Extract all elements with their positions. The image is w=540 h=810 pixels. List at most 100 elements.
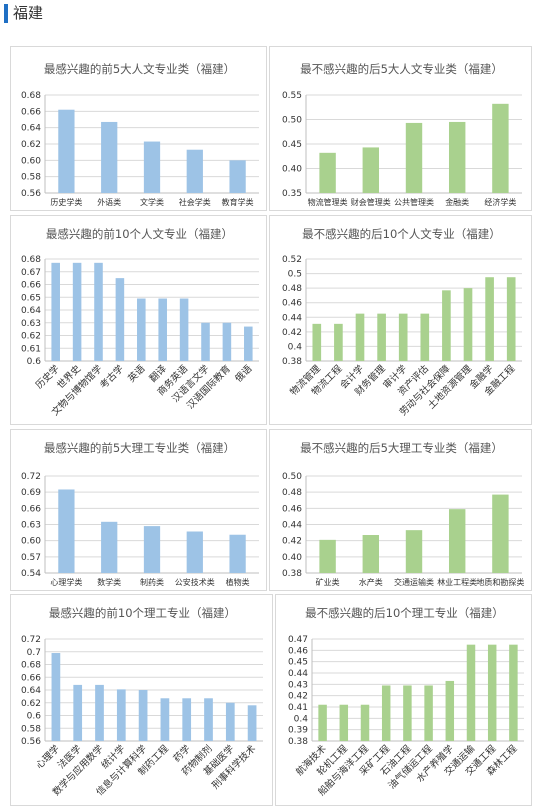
- bar: [362, 147, 380, 193]
- y-tick-label: 0.4: [294, 714, 309, 724]
- bar: [244, 326, 253, 361]
- y-tick-label: 0.68: [21, 255, 41, 265]
- bar: [116, 689, 126, 741]
- y-tick-label: 0.56: [21, 189, 41, 199]
- bar: [319, 152, 336, 193]
- y-tick-label: 0.38: [288, 737, 308, 747]
- bar: [377, 313, 386, 361]
- bar: [463, 288, 473, 361]
- y-tick-label: 0.40: [282, 553, 302, 563]
- y-tick-label: 0.64: [21, 686, 41, 696]
- bar: [204, 698, 213, 741]
- bar: [201, 322, 210, 361]
- bar: [405, 530, 423, 573]
- y-tick-label: 0.45: [288, 658, 308, 668]
- x-tick-label: 外语类: [97, 197, 121, 207]
- chart-panel-2: 最不感兴趣的后5大人文专业类（福建） 0.35 0.40 0.45 0.50 0.55 物流…: [269, 46, 532, 211]
- chart-panel-5: 最感兴趣的前5大理工专业类（福建） 0.54 0.57 0.60 0.63 0.66 0.6…: [10, 429, 267, 591]
- x-tick-label: 俄语: [232, 362, 254, 384]
- y-tick-label: 0.60: [21, 156, 41, 166]
- bar: [179, 298, 189, 361]
- bar: [143, 526, 161, 573]
- bar: [182, 698, 192, 741]
- y-tick-label: 0.62: [21, 332, 41, 342]
- y-tick-label: 0.72: [21, 472, 41, 482]
- chart-title: 最感兴趣的前5大理工专业类（福建）: [44, 441, 235, 455]
- y-tick-label: 0.39: [288, 726, 308, 736]
- x-tick-label: 物流管理类: [308, 197, 348, 207]
- chart-title: 最感兴趣的前5大人文专业类（福建）: [44, 62, 235, 76]
- y-tick-label: 0.48: [282, 488, 302, 498]
- chart-title: 最感兴趣的前10个理工专业（福建）: [49, 606, 236, 620]
- y-tick-label: 0.50: [282, 116, 302, 126]
- y-tick-label: 0.69: [21, 488, 41, 498]
- chart-svg-8: 最不感兴趣的后10个理工专业（福建） 0.380.39 0.40.410.42 0.4…: [288, 606, 524, 798]
- bar: [355, 313, 365, 361]
- chart-svg-3: 最感兴趣的前10个人文专业（福建） 0.6 0.61 0.62 0.63 0.64 0.65…: [21, 227, 259, 418]
- bar: [319, 539, 336, 573]
- x-tick-label: 社会学类: [179, 197, 211, 207]
- bar: [115, 278, 125, 361]
- bar: [229, 534, 246, 573]
- chart-title: 最不感兴趣的后5大理工专业类（福建）: [300, 441, 503, 455]
- y-tick-label: 0.42: [282, 328, 302, 338]
- bar: [186, 531, 203, 573]
- y-tick-label: 0.58: [21, 173, 41, 183]
- bar: [339, 704, 349, 741]
- x-tick-label: 考古学: [97, 363, 126, 392]
- y-tick-label: 0.46: [282, 504, 302, 514]
- y-tick-label: 0.47: [288, 635, 308, 645]
- chart-svg-1: 最感兴趣的前5大人文专业类（福建） 0.56 0.58 0.60 0.62 0.64 0.6…: [21, 62, 259, 207]
- chart-svg-6: 最不感兴趣的后5大理工专业类（福建） 0.38 0.40 0.42 0.44 0.46 0.…: [282, 441, 524, 587]
- x-tick-label: 公共管理类: [394, 197, 434, 207]
- bar: [334, 323, 343, 361]
- chart-panel-6: 最不感兴趣的后5大理工专业类（福建） 0.38 0.40 0.42 0.44 0.46 0.…: [269, 429, 532, 591]
- bar: [222, 322, 232, 361]
- bar: [445, 680, 455, 741]
- y-tick-label: 0.68: [21, 91, 41, 101]
- y-tick-label: 0.65: [21, 293, 41, 303]
- bar: [95, 684, 104, 741]
- bar: [72, 262, 82, 361]
- x-tick-label: 英语: [125, 362, 147, 384]
- x-tick-label: 交通运输类: [394, 577, 434, 587]
- bar: [229, 160, 246, 193]
- y-tick-label: 0.6: [27, 357, 42, 367]
- section-header: 福建: [0, 0, 540, 34]
- x-tick-label: 历史学类: [50, 197, 82, 207]
- bar: [51, 262, 60, 361]
- y-tick-label: 0.63: [21, 319, 41, 329]
- y-tick-label: 0.42: [282, 537, 302, 547]
- bar: [101, 121, 118, 193]
- chart-panel-3: 最感兴趣的前10个人文专业（福建） 0.6 0.61 0.62 0.63 0.64 0.65…: [10, 215, 267, 425]
- bar: [424, 685, 433, 741]
- x-tick-label: 教育学类: [222, 197, 254, 207]
- bar: [73, 684, 83, 741]
- y-tick-label: 0.62: [21, 140, 41, 150]
- bar: [312, 323, 322, 361]
- bar: [247, 705, 257, 741]
- x-tick-label: 心理学类: [50, 577, 82, 587]
- y-tick-label: 0.62: [21, 699, 41, 709]
- bar: [420, 313, 430, 361]
- bar: [362, 535, 380, 573]
- bar: [509, 644, 518, 741]
- bar: [158, 298, 167, 361]
- chart-svg-2: 最不感兴趣的后5大人文专业类（福建） 0.35 0.40 0.45 0.50 0.55 物流…: [282, 62, 522, 207]
- y-tick-label: 0.43: [288, 680, 308, 690]
- bar: [506, 277, 516, 361]
- bar: [51, 653, 61, 741]
- chart-svg-5: 最感兴趣的前5大理工专业类（福建） 0.54 0.57 0.60 0.63 0.66 0.6…: [21, 441, 259, 587]
- x-tick-label: 水产类: [359, 577, 383, 587]
- bar: [225, 702, 235, 741]
- y-tick-label: 0.44: [288, 669, 308, 679]
- chart-title: 最不感兴趣的后5大人文专业类（福建）: [300, 62, 503, 76]
- y-tick-label: 0.66: [21, 107, 41, 117]
- y-tick-label: 0.41: [288, 703, 308, 713]
- y-tick-label: 0.40: [282, 165, 302, 175]
- x-tick-label: 金融类: [445, 197, 469, 207]
- y-tick-label: 0.66: [21, 673, 41, 683]
- y-tick-label: 0.7: [27, 648, 41, 658]
- y-tick-label: 0.68: [21, 661, 41, 671]
- bar: [405, 122, 423, 193]
